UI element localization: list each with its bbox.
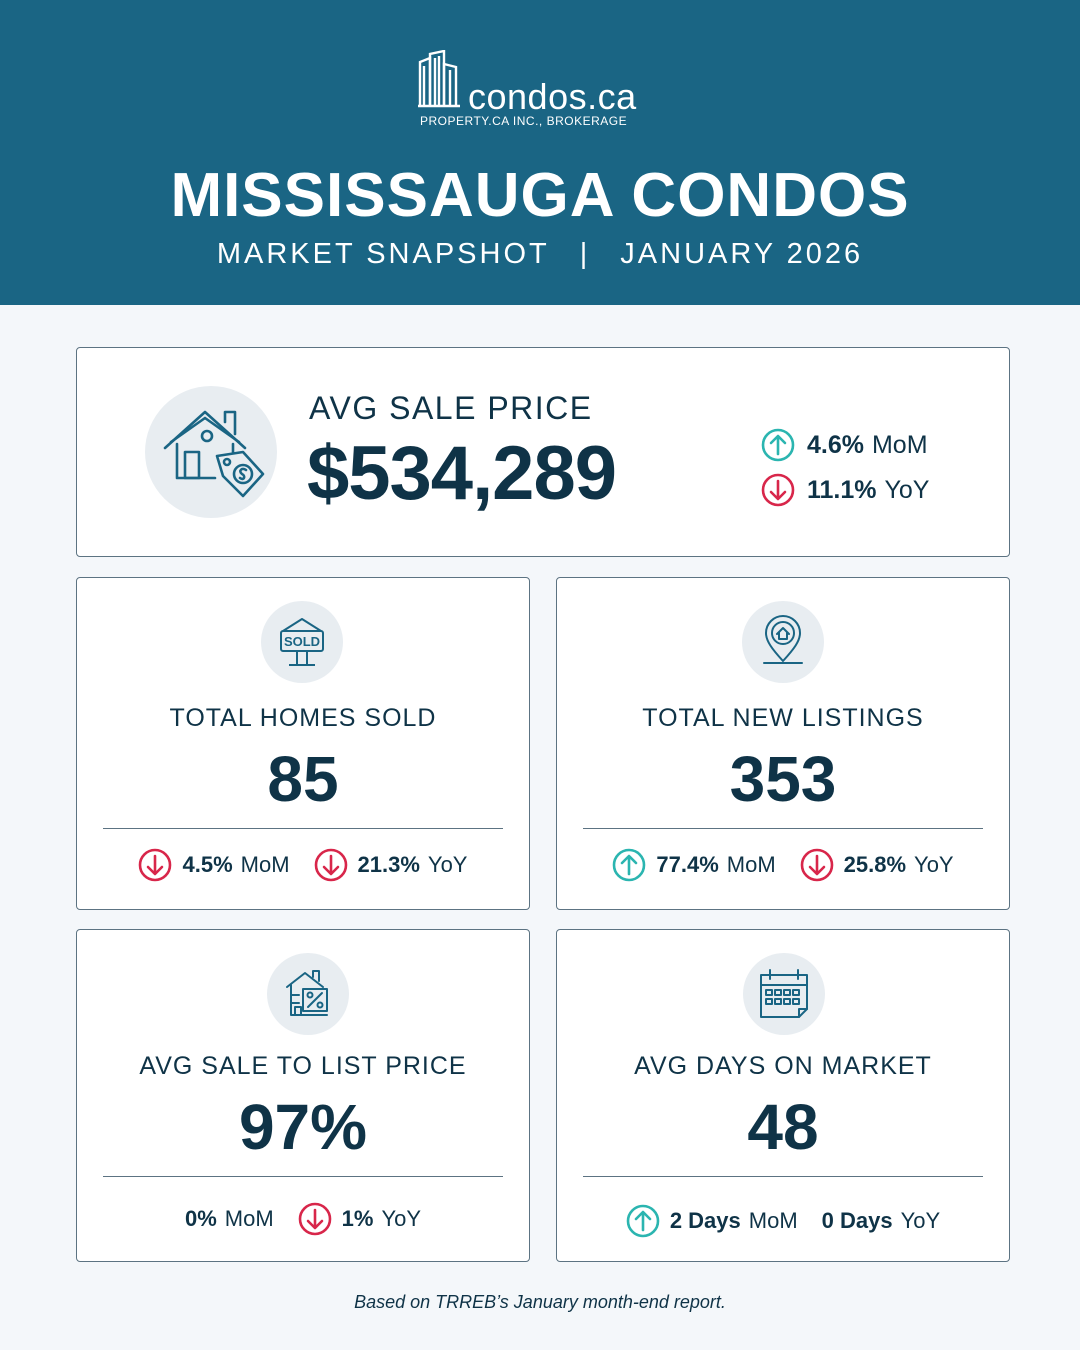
avg-sale-price-mom: 4.6% MoM [761,428,928,462]
yoy-unit: YoY [381,1206,422,1231]
header-banner: condos.ca PROPERTY.CA INC., BROKERAGE MI… [0,0,1080,305]
mom-value: 0% [184,1206,217,1231]
divider [103,828,503,829]
arrow-down-icon [139,848,172,882]
total-new-listings-mom: 77.4% MoM [612,848,776,882]
total-homes-sold-mom: 4.5% MoM [138,848,290,882]
divider [583,1176,983,1177]
divider [103,1176,503,1177]
avg-days-on-market-changes: 2 Days MoM 0 Days YoY [557,1204,1009,1238]
avg-days-on-market-yoy: 0 Days YoY [822,1208,941,1234]
arrow-up-icon [626,1204,660,1238]
avg-sale-to-list-yoy: 1% YoY [298,1202,421,1236]
subtitle-date: JANUARY 2026 [620,238,864,270]
yoy-unit: YoY [900,1208,941,1233]
avg-days-on-market-value: 48 [747,1091,819,1163]
yoy-value: 11.1% [807,475,877,504]
brand-logo[interactable]: condos.ca PROPERTY.CA INC., BROKERAGE [418,50,668,132]
avg-sale-price-label: AVG SALE PRICE [309,390,593,426]
arrow-up-icon [761,428,795,462]
avg-sale-price-card: AVG SALE PRICE $534,289 4.6% MoM 11.1% YoY [76,347,1010,557]
avg-days-on-market-mom: 2 Days MoM [626,1204,798,1238]
mom-value: 4.5% [182,852,233,877]
avg-sale-to-list-mom: 0% MoM [185,1206,274,1232]
arrow-up-icon [613,848,646,882]
avg-sale-to-list-label: AVG SALE TO LIST PRICE [139,1052,467,1080]
avg-sale-price-value: $534,289 [307,431,617,516]
source-footnote: Based on TRREB’s January month-end repor… [354,1292,726,1312]
yoy-unit: YoY [427,852,468,877]
mom-value: 4.6% [807,430,864,459]
total-new-listings-value: 353 [729,743,837,815]
location-pin-house-icon [742,601,824,683]
house-price-tag-icon [145,386,277,518]
total-homes-sold-value: 85 [267,743,339,815]
buildings-icon [418,50,460,108]
yoy-unit: YoY [884,475,930,504]
avg-sale-price-yoy: 11.1% YoY [761,473,929,507]
total-homes-sold-label: TOTAL HOMES SOLD [169,704,437,732]
total-new-listings-yoy: 25.8% YoY [800,848,954,882]
mom-unit: MoM [224,1206,274,1231]
total-new-listings-card: TOTAL NEW LISTINGS 353 77.4% MoM 25.8% YoY [556,577,1010,910]
arrow-down-icon [314,848,347,882]
house-percent-icon [267,953,349,1035]
mom-unit: MoM [726,852,776,877]
avg-sale-to-list-card: AVG SALE TO LIST PRICE 97% 0% MoM 1% YoY [76,929,530,1262]
yoy-value: 0 Days [821,1208,893,1233]
arrow-down-icon [298,1202,331,1236]
total-new-listings-changes: 77.4% MoM 25.8% YoY [557,848,1009,882]
subtitle-report-type: MARKET SNAPSHOT [216,238,550,270]
total-homes-sold-changes: 4.5% MoM 21.3% YoY [77,848,529,882]
total-homes-sold-yoy: 21.3% YoY [314,848,468,882]
avg-days-on-market-card: AVG DAYS ON MARKET 48 2 Days MoM 0 Days Yo… [556,929,1010,1262]
sold-sign-icon: SOLD [261,601,343,683]
svg-text:SOLD: SOLD [284,634,320,649]
mom-value: 2 Days [669,1208,741,1233]
arrow-down-icon [761,473,795,507]
yoy-value: 25.8% [843,852,907,877]
subtitle-separator: | [579,238,591,270]
total-homes-sold-card: SOLD TOTAL HOMES SOLD 85 4.5% MoM 21.3% Yo… [76,577,530,910]
page-subtitle: MARKET SNAPSHOT | JANUARY 2026 [0,238,1080,271]
mom-unit: MoM [240,852,290,877]
mom-unit: MoM [871,430,928,459]
divider [583,828,983,829]
brand-subtitle: PROPERTY.CA INC., BROKERAGE [420,114,628,128]
avg-sale-to-list-value: 97% [238,1091,368,1163]
yoy-value: 21.3% [357,852,420,877]
page-title: MISSISSAUGA CONDOS [170,161,910,230]
mom-unit: MoM [748,1208,798,1233]
avg-days-on-market-label: AVG DAYS ON MARKET [634,1052,932,1080]
brand-name: condos.ca [468,76,637,117]
mom-value: 77.4% [656,852,719,877]
avg-sale-to-list-changes: 0% MoM 1% YoY [77,1202,529,1236]
yoy-value: 1% [341,1206,374,1231]
yoy-unit: YoY [914,852,954,877]
arrow-down-icon [800,848,833,882]
total-new-listings-label: TOTAL NEW LISTINGS [642,704,924,732]
calendar-icon [743,953,825,1035]
